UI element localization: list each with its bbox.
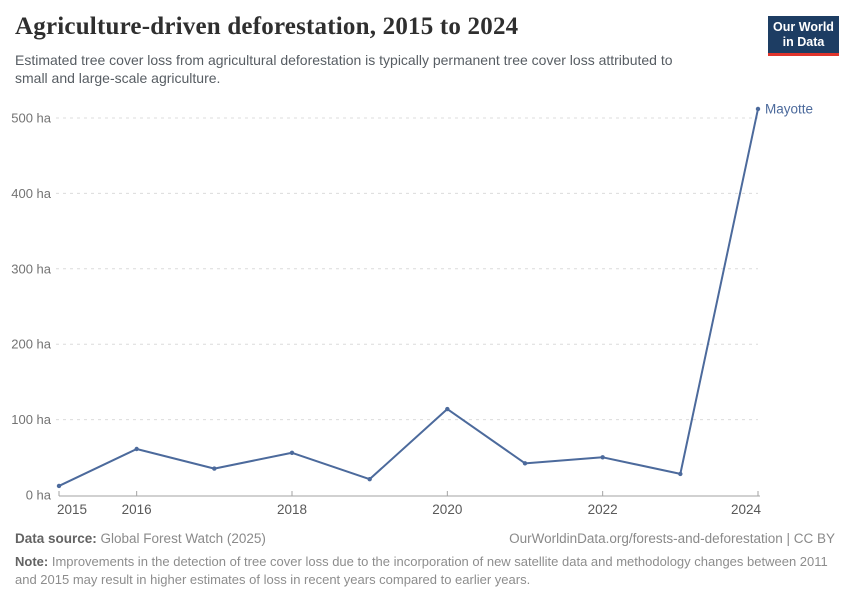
y-tick-label: 500 ha xyxy=(11,111,52,126)
owid-logo-line2: in Data xyxy=(782,34,825,49)
data-point xyxy=(212,466,217,471)
y-tick-label: 400 ha xyxy=(11,186,52,201)
page-title: Agriculture-driven deforestation, 2015 t… xyxy=(15,13,519,40)
y-tick-label: 300 ha xyxy=(11,261,52,276)
data-point xyxy=(600,455,605,460)
owid-logo: Our World in Data xyxy=(768,16,839,56)
chart-svg: 0 ha 100 ha 200 ha 300 ha 400 ha 500 ha 2015 20… xyxy=(11,101,813,517)
data-line xyxy=(58,107,759,487)
chart-footer: Data source: Global Forest Watch (2025) … xyxy=(15,531,835,589)
owid-logo-line1: Our World xyxy=(773,20,834,34)
data-source-label: Data source: xyxy=(15,531,97,546)
data-point xyxy=(289,450,295,455)
chart-subtitle: Estimated tree cover loss from agricultu… xyxy=(15,52,673,86)
data-point xyxy=(678,471,683,477)
chart-note-value: Improvements in the detection of tree co… xyxy=(15,554,828,588)
y-tick-label: 0 ha xyxy=(26,488,52,503)
x-tick-label[interactable]: 2022 xyxy=(588,502,618,517)
data-source-value: Global Forest Watch (2025) xyxy=(96,531,266,546)
data-source: Data source: Global Forest Watch (2025) xyxy=(15,531,266,546)
data-point xyxy=(445,406,450,412)
x-tick-label[interactable]: 2020 xyxy=(432,502,462,517)
x-tick-label[interactable]: 2016 xyxy=(122,502,152,517)
attribution-link[interactable]: OurWorldinData.org/forests-and-deforesta… xyxy=(509,531,835,546)
chart-note: Note: Improvements in the detection of t… xyxy=(15,553,835,589)
data-point xyxy=(134,446,139,452)
x-tick-label[interactable]: 2018 xyxy=(277,502,307,517)
y-tick-label: 100 ha xyxy=(11,412,52,427)
data-point xyxy=(755,106,761,112)
data-point xyxy=(522,461,528,466)
x-tick-label[interactable]: 2024 xyxy=(731,502,762,517)
chart-note-label: Note: xyxy=(15,554,49,569)
y-tick-label: 200 ha xyxy=(11,337,52,352)
series-label[interactable]: Mayotte xyxy=(765,101,813,116)
x-tick-label[interactable]: 2015 xyxy=(57,502,87,517)
data-point xyxy=(367,476,372,482)
data-point xyxy=(56,483,62,489)
